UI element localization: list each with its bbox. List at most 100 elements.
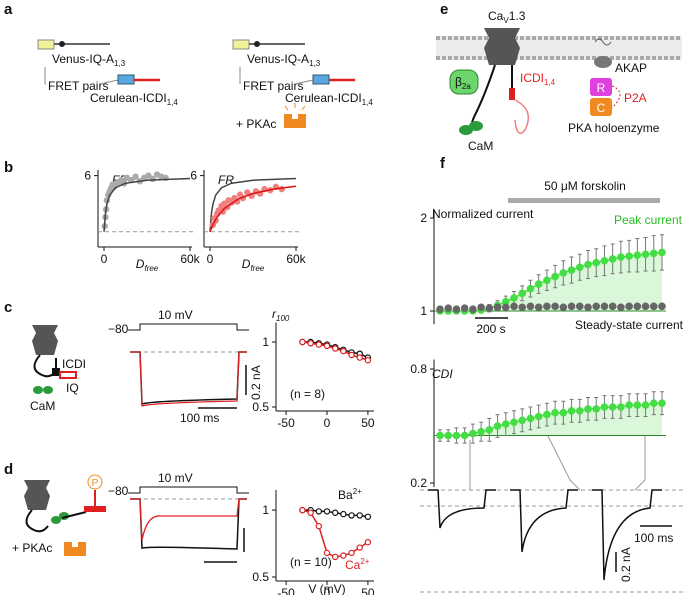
data-point	[501, 303, 510, 312]
data-point	[575, 406, 584, 415]
pkac-label: + PKAc	[236, 117, 276, 131]
data-point	[356, 544, 363, 551]
pka-diagram: CaV1.3 β2a CaM ICDI1,4 AKAP R C P2A PKA …	[436, 9, 682, 153]
cartoon-label: CaM	[30, 399, 55, 413]
data-point	[592, 302, 601, 311]
data-point	[649, 399, 658, 408]
y-tick-label: 0.2	[410, 476, 427, 490]
fret-label: FRET pairs	[243, 79, 303, 93]
x-tick-label: 0	[207, 252, 214, 266]
annotation: Steady-state current	[575, 318, 684, 332]
x-tick-label: 0	[101, 252, 108, 266]
label-sup: 2+	[360, 557, 369, 566]
fret-diagram: Venus-IQ-A1,3 FRET pairs Cerulean-ICDI1,…	[37, 39, 373, 131]
cartoon-label: ICDI	[62, 357, 86, 371]
data-point	[543, 276, 551, 285]
pka-label: PKA holoenzyme	[568, 121, 660, 135]
label-part: Ca	[345, 558, 361, 572]
data-point	[485, 304, 494, 313]
data-point	[477, 303, 485, 312]
data-point	[567, 302, 576, 311]
data-point	[649, 249, 658, 258]
data-point	[307, 509, 314, 516]
panel-label: c	[4, 299, 12, 316]
data-point	[444, 431, 453, 440]
holding-label: −80	[108, 322, 129, 336]
data-point	[534, 412, 543, 421]
panel-label: a	[4, 1, 13, 18]
scale-label: 0.2 nA	[249, 365, 263, 400]
data-point	[526, 284, 535, 293]
data-point	[452, 431, 461, 440]
label-part: Normalized current	[432, 207, 534, 221]
data-point	[444, 304, 453, 313]
construct-label: Venus-IQ-A1,3	[52, 52, 126, 68]
x-tick-label: 60k	[180, 252, 200, 266]
data-point	[518, 416, 527, 425]
y-tick-label: 6	[84, 169, 91, 183]
data-point	[132, 173, 139, 180]
data-point	[145, 172, 152, 179]
data-point	[551, 408, 559, 417]
label-part: Steady-state current	[575, 318, 684, 332]
data-point	[356, 512, 363, 519]
data-point	[323, 508, 331, 515]
data-point	[526, 414, 535, 423]
x-tick-label: 50	[361, 586, 375, 595]
channel-cartoon: ICDI IQ CaM	[30, 325, 86, 413]
data-point	[559, 303, 568, 312]
data-point	[356, 354, 363, 361]
akap-label: AKAP	[615, 61, 647, 75]
data-point	[501, 420, 510, 428]
series-line	[209, 185, 297, 233]
data-point	[633, 251, 642, 260]
data-point	[534, 280, 543, 288]
annotation: Ba2+	[338, 487, 362, 502]
series-line	[440, 251, 663, 312]
data-point	[331, 345, 339, 352]
data-point	[315, 341, 323, 348]
data-point	[641, 302, 650, 311]
data-point	[617, 303, 625, 312]
data-point	[551, 272, 559, 281]
data-point	[340, 347, 347, 355]
label-sub: free	[144, 264, 158, 273]
data-point	[641, 250, 650, 259]
beta-label: β2a	[455, 75, 471, 91]
data-point	[592, 405, 601, 413]
panel-label: d	[4, 461, 13, 478]
data-point	[575, 263, 584, 272]
data-point	[584, 405, 592, 413]
data-point	[331, 553, 339, 561]
data-point	[331, 509, 339, 516]
data-point	[323, 342, 331, 350]
construct-label: Cerulean-ICDI1,4	[90, 91, 178, 107]
holding-label: −80	[108, 484, 129, 498]
y-tick-label: 6	[190, 169, 197, 183]
data-point	[436, 305, 444, 313]
label-sup: 2+	[353, 487, 362, 496]
data-point	[600, 256, 609, 265]
scale-label: 0.2 nA	[619, 547, 633, 582]
data-point	[452, 305, 461, 313]
data-point	[518, 289, 527, 298]
data-point	[600, 403, 609, 411]
y-tick-label: 2	[420, 211, 427, 225]
data-point	[543, 302, 551, 311]
data-point	[460, 431, 469, 440]
construct-label: Venus-IQ-A1,3	[247, 52, 321, 68]
data-point	[625, 302, 633, 311]
panel-label: b	[4, 159, 13, 176]
label-part: D	[242, 257, 251, 271]
label-part: D	[136, 257, 145, 271]
subunit-label: R	[597, 81, 606, 95]
annotation: (n = 10)	[290, 555, 332, 569]
channel-label: CaV1.3	[488, 9, 526, 25]
forskolin-bar: 50 μM forskolin	[475, 179, 660, 319]
label-part: (n = 10)	[290, 555, 332, 569]
data-point	[348, 351, 355, 359]
data-point	[485, 425, 494, 434]
cam-label: CaM	[468, 139, 493, 153]
x-tick-label: -50	[277, 416, 295, 430]
